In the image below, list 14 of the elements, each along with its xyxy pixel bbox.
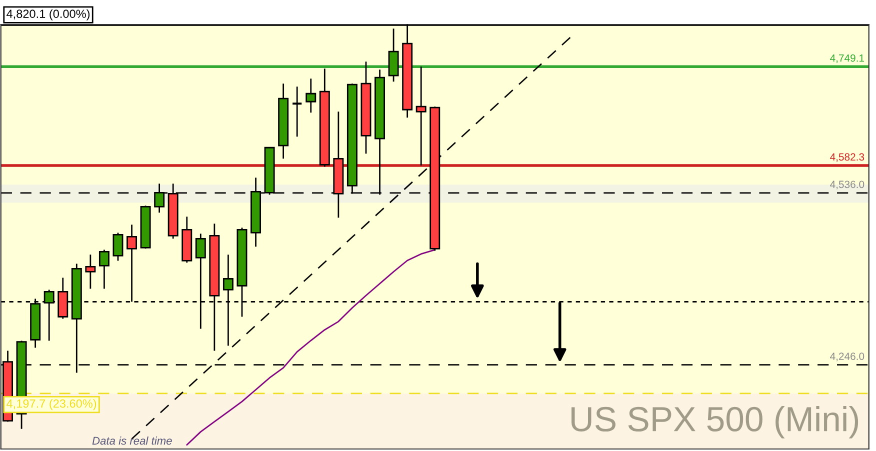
candlestick [292, 86, 303, 138]
text: US SPX 500 (Mini) [572, 406, 858, 438]
ref-line-label: 4,749.1 [830, 54, 864, 63]
ref-line-label: 4,820.1 (0.00%) [6, 9, 90, 20]
candlestick [416, 66, 426, 166]
annotation: Data is real time [92, 436, 172, 445]
candlestick [98, 249, 110, 290]
candlestick [306, 78, 316, 114]
candlestick [85, 254, 96, 290]
candlestick [112, 232, 124, 262]
ref-line-label: 4,582.3 [830, 153, 864, 162]
ref-line-label: 4,536.0 [830, 180, 864, 190]
ref-line-label: 4,197.7 (23.60%) [6, 399, 96, 410]
ref-line-label: 4,246.0 [830, 352, 864, 362]
